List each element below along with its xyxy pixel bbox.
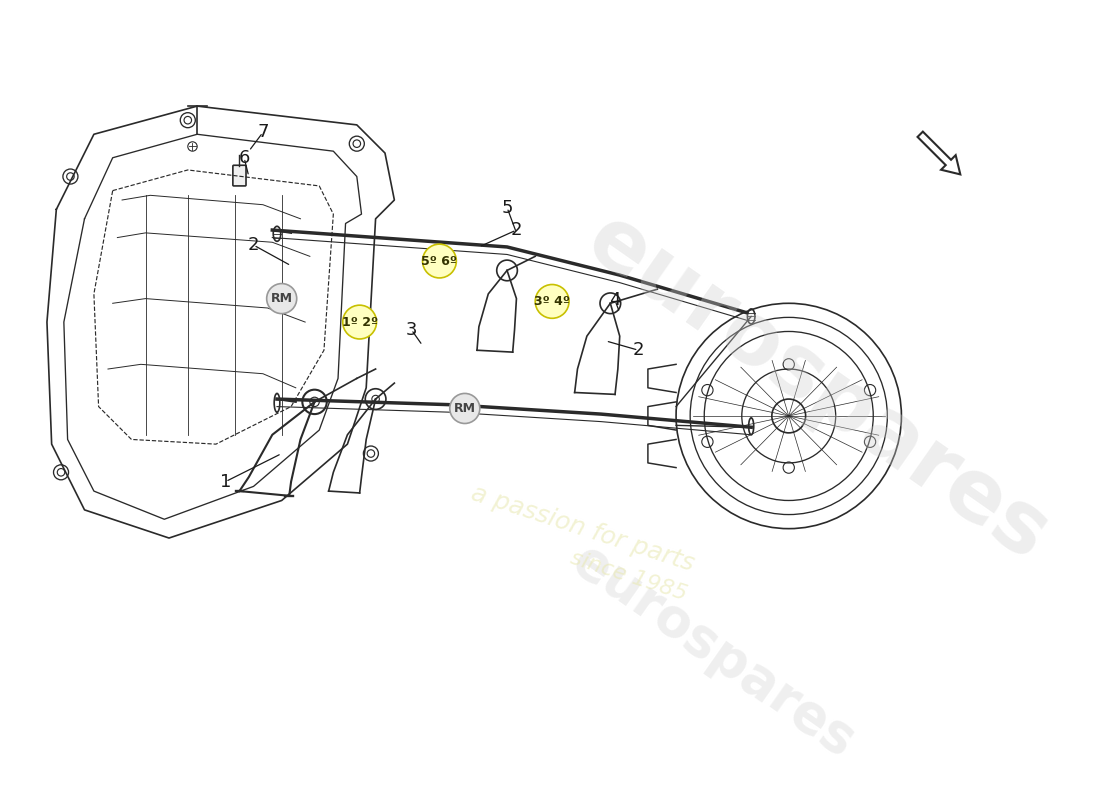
Text: RM: RM [271,292,293,305]
Text: 2: 2 [248,236,260,254]
Text: 5º 6º: 5º 6º [421,254,458,267]
FancyArrow shape [917,132,960,174]
Text: eurospares: eurospares [570,198,1064,578]
Text: 3: 3 [406,321,417,338]
Text: 2: 2 [632,342,645,359]
Circle shape [343,305,376,339]
Text: 1º 2º: 1º 2º [342,315,377,329]
Text: 4: 4 [609,291,620,310]
Text: 6: 6 [239,149,250,166]
Text: 2: 2 [510,221,522,239]
Text: since 1985: since 1985 [569,547,690,604]
Circle shape [422,244,456,278]
Text: a passion for parts: a passion for parts [468,481,696,576]
Circle shape [450,394,480,423]
Text: eurospares: eurospares [562,534,865,767]
Circle shape [188,142,197,151]
Text: 7: 7 [257,123,268,142]
Text: 3º 4º: 3º 4º [535,295,570,308]
Text: 5: 5 [502,198,513,217]
Text: 1: 1 [220,473,231,490]
Circle shape [266,283,297,314]
Text: RM: RM [454,402,476,415]
Circle shape [536,285,569,318]
FancyBboxPatch shape [233,166,246,186]
